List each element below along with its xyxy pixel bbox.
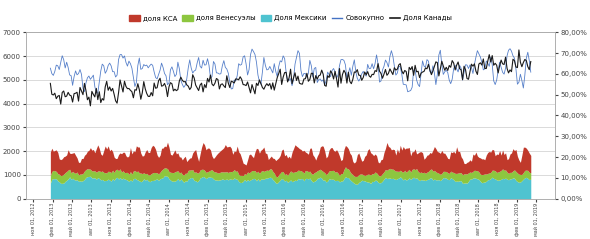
Legend: доля КСА, доля Венесуэлы, Доля Мексики, Совокупно, Доля Канады: доля КСА, доля Венесуэлы, Доля Мексики, … <box>127 12 454 24</box>
